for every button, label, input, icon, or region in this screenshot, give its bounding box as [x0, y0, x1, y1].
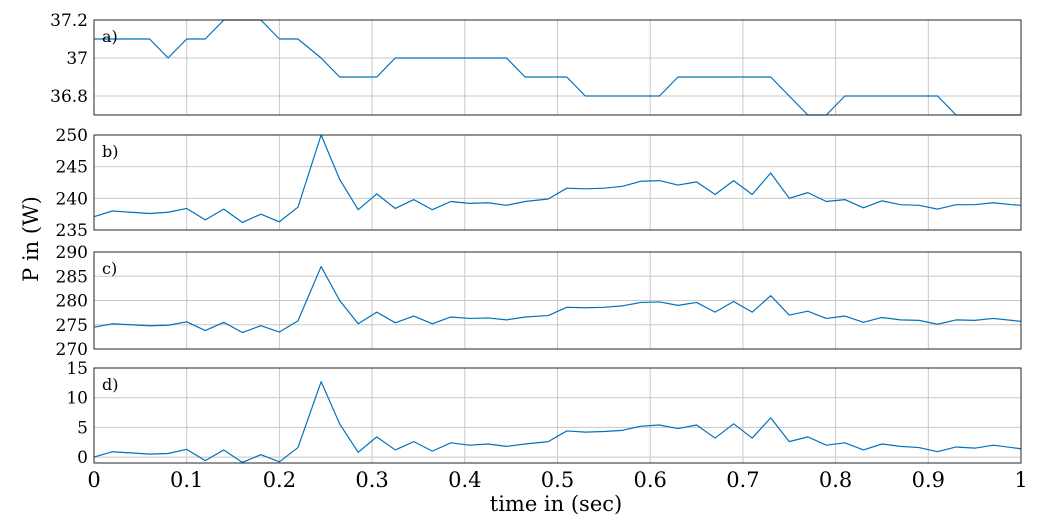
x-tick-label: 1: [1014, 468, 1027, 492]
y-axis-label: P in (W): [19, 196, 43, 282]
y-tick-label: 37.2: [50, 11, 88, 31]
plot-frame: [93, 134, 1022, 231]
x-tick-label: 0.5: [541, 468, 574, 492]
panel-d: 0 5 10 15 d): [66, 359, 1022, 468]
x-tick-label: 0.1: [170, 468, 203, 492]
y-tick-label: 15: [66, 359, 88, 379]
panel-label: a): [102, 27, 118, 46]
panel-b: 235 240 245 250 b): [56, 126, 1022, 241]
plot-frame: [93, 251, 1022, 350]
series-line: [93, 381, 1022, 464]
x-tick-label: 0.4: [448, 468, 481, 492]
y-tick-label: 0: [77, 448, 88, 468]
x-tick-label: 0.9: [912, 468, 945, 492]
y-tick-label: 235: [56, 221, 88, 241]
y-tick-label: 285: [56, 267, 88, 287]
y-tick-label: 36.8: [50, 87, 88, 107]
x-tick-label: 0.3: [355, 468, 388, 492]
plot-frame: [93, 367, 1022, 464]
panel-a: 36.8 37 37.2 a): [50, 11, 1022, 116]
panel-label: c): [102, 259, 117, 278]
y-tick-label: 245: [56, 158, 88, 178]
series-line: [93, 134, 1022, 223]
y-tick-label: 280: [56, 292, 88, 312]
y-tick-label: 37: [66, 49, 88, 69]
x-tick-label: 0.8: [819, 468, 852, 492]
y-tick-label: 270: [56, 340, 88, 360]
x-axis: 0 0.1 0.2 0.3 0.4 0.5 0.6 0.7 0.8 0.9 1: [87, 468, 1027, 492]
panel-c: 270 275 280 285 290 c): [56, 243, 1022, 360]
panel-label: b): [102, 142, 118, 161]
y-tick-label: 250: [56, 126, 88, 146]
chart-panels: 36.8 37 37.2 a) 235 240 245 250 b) 270 275 280 285 29…: [50, 11, 1022, 468]
x-axis-label: time in (sec): [490, 492, 622, 516]
x-tick-label: 0.2: [263, 468, 296, 492]
x-tick-label: 0: [87, 468, 100, 492]
y-tick-label: 290: [56, 243, 88, 263]
y-tick-label: 240: [56, 189, 88, 209]
x-tick-label: 0.6: [633, 468, 666, 492]
panel-label: d): [102, 375, 118, 394]
y-tick-label: 5: [77, 418, 88, 438]
y-tick-label: 275: [56, 316, 88, 336]
x-tick-label: 0.7: [726, 468, 759, 492]
plot-frame: [93, 19, 1022, 116]
series-line: [93, 265, 1022, 334]
y-tick-label: 10: [66, 389, 88, 409]
